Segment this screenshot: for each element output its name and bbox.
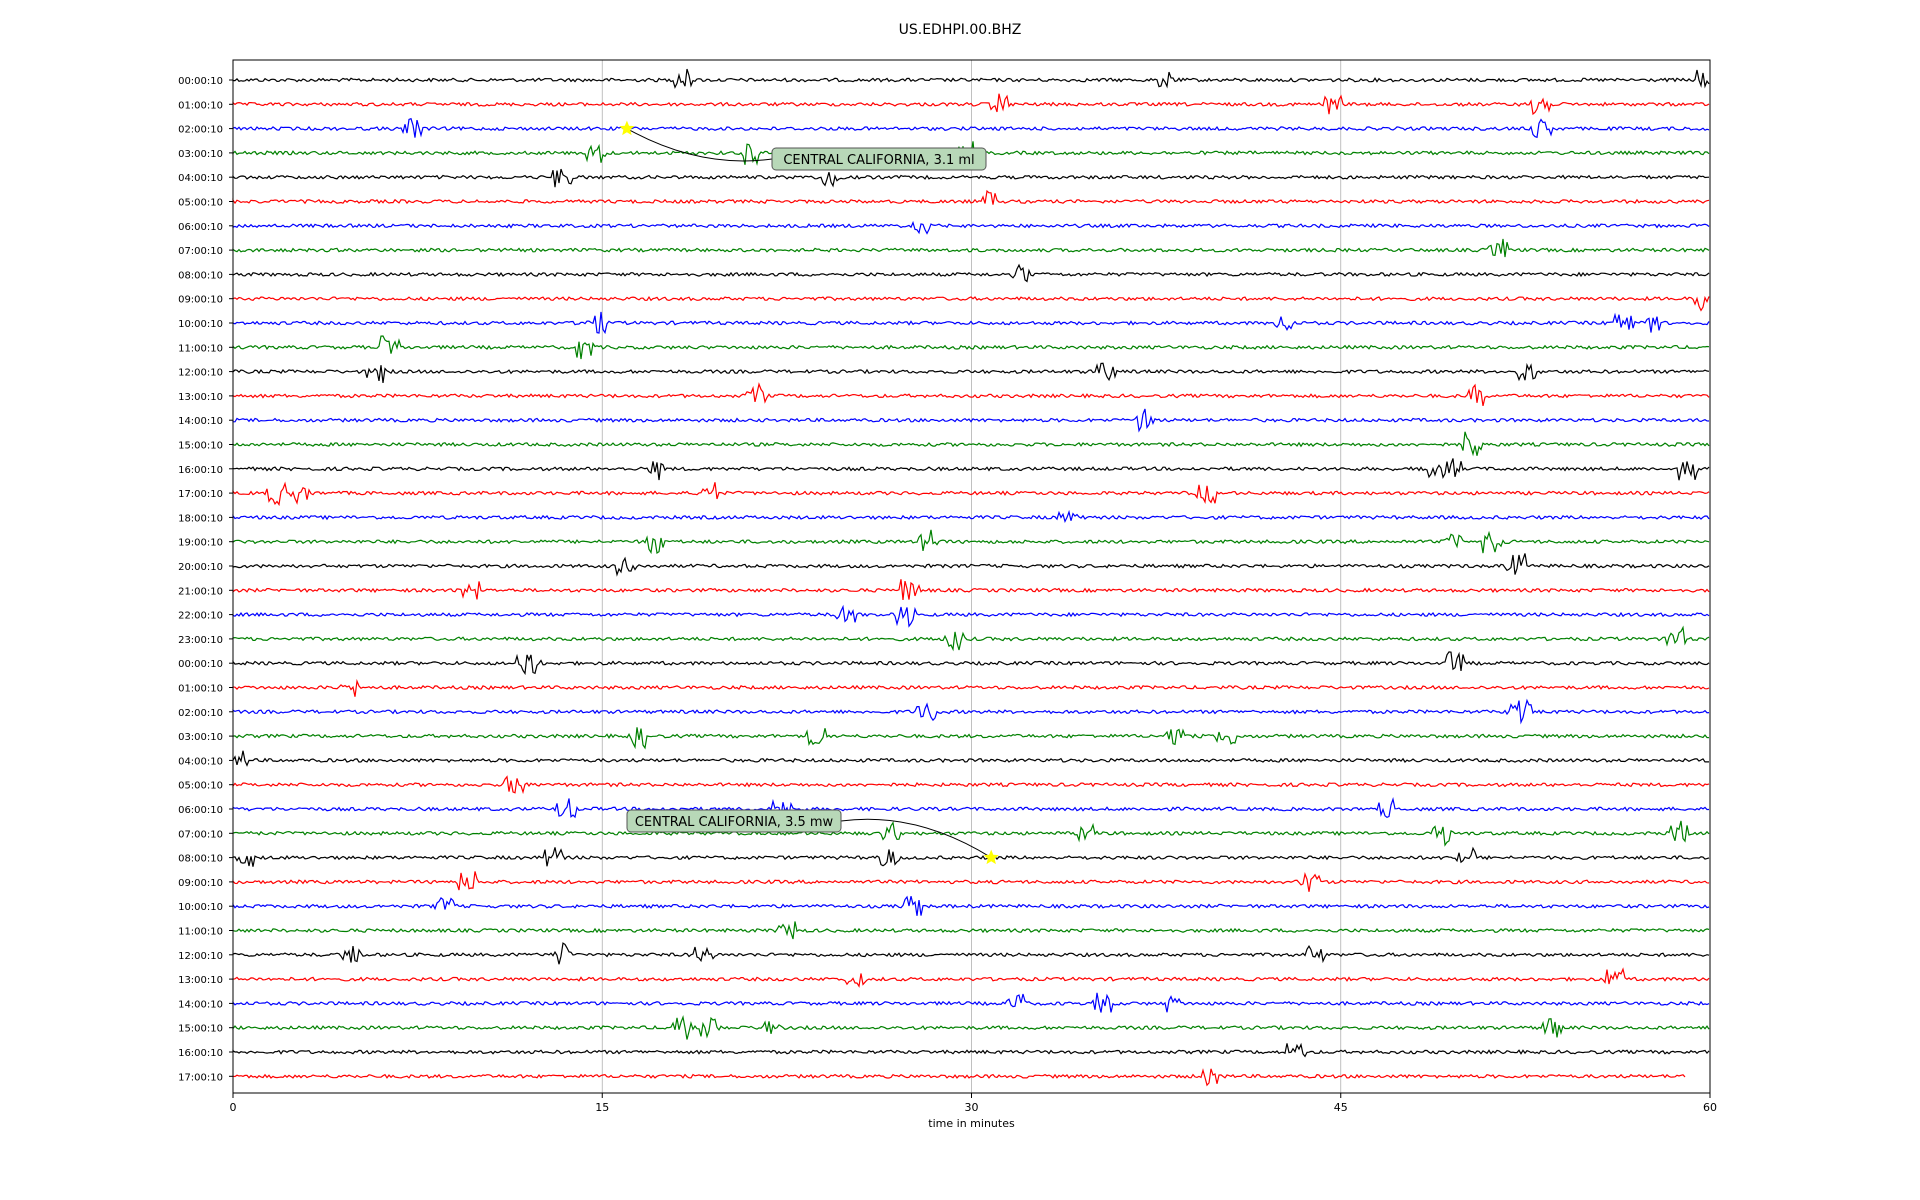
trace-line — [232, 1015, 1710, 1040]
annotation-arrow — [840, 818, 992, 859]
trace-line — [232, 678, 1710, 697]
trace-line — [232, 871, 1710, 892]
trace-line — [232, 625, 1710, 652]
trace-line — [232, 895, 1710, 916]
row-time-label: 12:00:10 — [178, 951, 223, 962]
row-time-label: 14:00:10 — [178, 416, 223, 427]
row-time-label: 02:00:10 — [178, 708, 223, 719]
row-time-label: 19:00:10 — [178, 538, 223, 549]
row-time-label: 14:00:10 — [178, 999, 223, 1010]
trace-line — [232, 189, 1710, 205]
annotation-label: CENTRAL CALIFORNIA, 3.5 mw — [635, 815, 834, 830]
row-time-label: 21:00:10 — [178, 586, 223, 597]
row-time-label: 15:00:10 — [178, 1024, 223, 1035]
event-marker-icon — [983, 849, 999, 865]
row-time-label: 00:00:10 — [178, 76, 223, 87]
x-tick-label: 45 — [1334, 1101, 1348, 1114]
trace-line — [232, 382, 1710, 407]
event-marker-icon — [619, 120, 635, 136]
trace-line — [232, 727, 1710, 750]
row-time-label: 09:00:10 — [178, 295, 223, 306]
x-tick-label: 0 — [230, 1101, 237, 1114]
trace-line — [232, 220, 1710, 235]
row-time-label: 01:00:10 — [178, 100, 223, 111]
trace-line — [232, 921, 1710, 940]
row-time-label: 17:00:10 — [178, 1072, 223, 1083]
row-time-label: 16:00:10 — [178, 1048, 223, 1059]
row-time-label: 17:00:10 — [178, 489, 223, 500]
trace-line — [232, 263, 1710, 283]
row-time-label: 22:00:10 — [178, 611, 223, 622]
row-time-label: 13:00:10 — [178, 392, 223, 403]
trace-line — [232, 68, 1710, 89]
row-time-label: 11:00:10 — [178, 343, 223, 354]
trace-line — [232, 408, 1710, 433]
row-time-label: 03:00:10 — [178, 149, 223, 160]
row-time-label: 08:00:10 — [178, 854, 223, 865]
trace-line — [232, 93, 1710, 116]
trace-line — [232, 553, 1710, 577]
trace-line — [232, 1068, 1686, 1087]
row-time-label: 09:00:10 — [178, 878, 223, 889]
trace-line — [232, 698, 1710, 725]
trace-line — [232, 846, 1710, 867]
trace-line — [232, 529, 1710, 555]
row-time-label: 03:00:10 — [178, 732, 223, 743]
trace-line — [232, 967, 1710, 988]
row-time-label: 10:00:10 — [178, 902, 223, 913]
trace-line — [232, 796, 1709, 819]
trace-line — [232, 820, 1710, 847]
row-time-label: 23:00:10 — [178, 635, 223, 646]
trace-line — [232, 1042, 1710, 1058]
trace-line — [232, 481, 1710, 507]
trace-line — [232, 431, 1710, 457]
trace-line — [232, 335, 1710, 360]
trace-line — [232, 509, 1710, 524]
row-time-label: 12:00:10 — [178, 368, 223, 379]
trace-line — [232, 651, 1710, 676]
annotation-box — [626, 809, 842, 833]
row-time-label: 05:00:10 — [178, 198, 223, 209]
row-time-label: 00:00:10 — [178, 659, 223, 670]
trace-line — [232, 775, 1710, 795]
x-tick-label: 60 — [1703, 1101, 1717, 1114]
trace-line — [232, 458, 1710, 481]
row-time-label: 04:00:10 — [178, 173, 223, 184]
trace-line — [232, 295, 1710, 312]
row-time-label: 07:00:10 — [178, 829, 223, 840]
row-time-label: 13:00:10 — [178, 975, 223, 986]
trace-line — [232, 750, 1710, 767]
x-tick-label: 15 — [595, 1101, 609, 1114]
row-time-label: 10:00:10 — [178, 319, 223, 330]
annotation-box — [771, 147, 987, 171]
annotation-arrow — [626, 128, 773, 162]
row-time-label: 11:00:10 — [178, 927, 223, 938]
trace-line — [232, 942, 1710, 965]
trace-line — [232, 168, 1710, 188]
row-time-label: 02:00:10 — [178, 125, 223, 136]
chart-title: US.EDHPI.00.BHZ — [898, 22, 1022, 38]
trace-line — [232, 604, 1710, 628]
row-time-label: 05:00:10 — [178, 781, 223, 792]
row-time-label: 04:00:10 — [178, 756, 223, 767]
trace-line — [232, 311, 1710, 335]
x-tick-label: 30 — [965, 1101, 979, 1114]
row-time-label: 06:00:10 — [178, 805, 223, 816]
row-time-label: 16:00:10 — [178, 465, 223, 476]
row-time-label: 20:00:10 — [178, 562, 223, 573]
annotation-label: CENTRAL CALIFORNIA, 3.1 ml — [783, 153, 974, 168]
row-time-label: 08:00:10 — [178, 270, 223, 281]
x-axis-label: time in minutes — [928, 1117, 1015, 1130]
row-time-label: 18:00:10 — [178, 513, 223, 524]
trace-line — [232, 992, 1710, 1013]
row-time-label: 01:00:10 — [178, 684, 223, 695]
trace-line — [232, 579, 1710, 600]
row-time-label: 15:00:10 — [178, 441, 223, 452]
row-time-label: 07:00:10 — [178, 246, 223, 257]
row-time-label: 06:00:10 — [178, 222, 223, 233]
trace-line — [232, 362, 1710, 383]
trace-line — [232, 117, 1710, 139]
trace-line — [232, 238, 1710, 258]
